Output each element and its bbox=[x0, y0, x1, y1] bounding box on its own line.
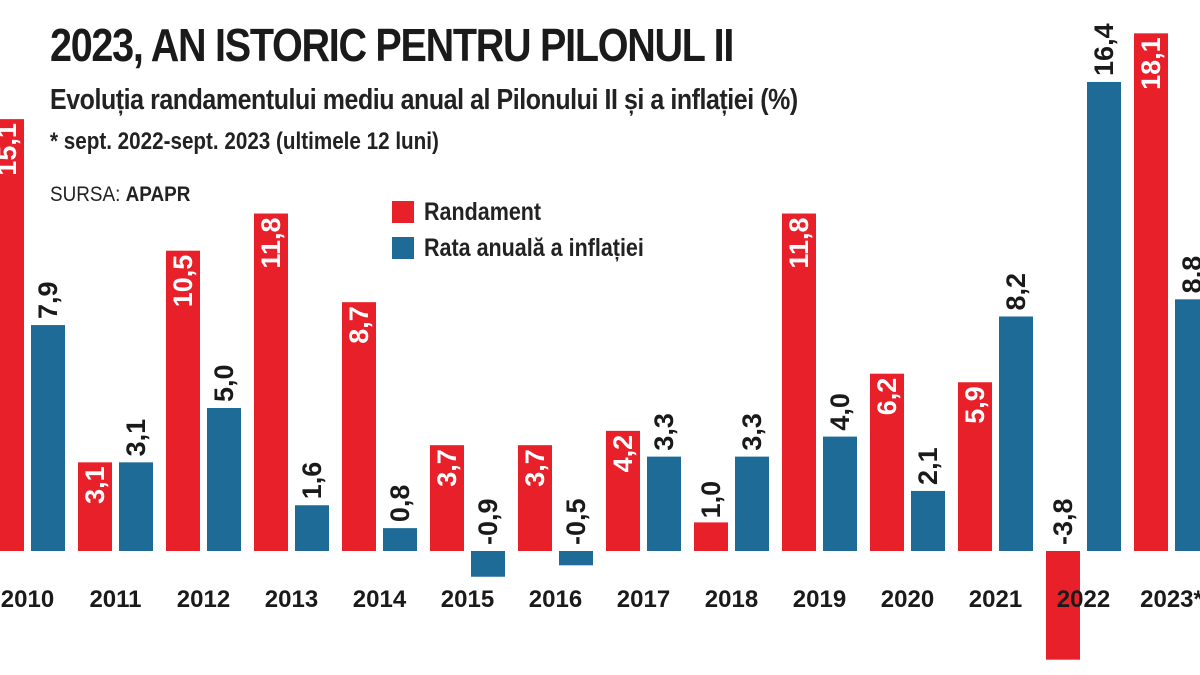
x-tick-label-2020: 2020 bbox=[881, 586, 934, 613]
bar-inflatie-2020 bbox=[911, 490, 945, 551]
data-label-inflatie-2020: 2,1 bbox=[913, 447, 943, 485]
legend: Randament Rata anuală a inflației bbox=[392, 194, 680, 266]
x-tick-label-2017: 2017 bbox=[617, 586, 670, 613]
legend-label-randament: Randament bbox=[424, 197, 542, 226]
data-label-randament-2020: 6,2 bbox=[872, 378, 902, 416]
data-label-randament-2018: 1,0 bbox=[696, 481, 726, 519]
data-label-inflatie-2011: 3,1 bbox=[121, 419, 151, 457]
bar-inflatie-2010 bbox=[31, 325, 65, 551]
bar-inflatie-2015 bbox=[471, 551, 505, 577]
bar-inflatie-2021 bbox=[999, 316, 1033, 551]
x-tick-label-2023: 2023* bbox=[1140, 586, 1200, 613]
data-label-inflatie-2015: -0,9 bbox=[473, 498, 503, 545]
bar-inflatie-2011 bbox=[119, 462, 153, 551]
bar-inflatie-2018 bbox=[735, 456, 769, 551]
data-label-randament-2023: 18,1 bbox=[1136, 37, 1166, 90]
bar-inflatie-2013 bbox=[295, 505, 329, 551]
x-tick-label-2015: 2015 bbox=[441, 586, 494, 613]
x-tick-label-2022: 2022 bbox=[1057, 586, 1110, 613]
data-label-randament-2016: 3,7 bbox=[520, 449, 550, 487]
bar-randament-2022 bbox=[1046, 551, 1080, 660]
bar-randament-2021 bbox=[958, 382, 992, 551]
x-tick-label-2018: 2018 bbox=[705, 586, 758, 613]
bar-randament-2023 bbox=[1134, 33, 1168, 551]
bar-randament-2015 bbox=[430, 445, 464, 551]
bar-randament-2016 bbox=[518, 445, 552, 551]
data-label-inflatie-2012: 5,0 bbox=[209, 364, 239, 402]
x-tick-label-2011: 2011 bbox=[89, 586, 141, 613]
bar-randament-2017 bbox=[606, 430, 640, 551]
data-label-inflatie-2023: 8,8 bbox=[1177, 256, 1200, 294]
source-line: SURSA: APAPR bbox=[50, 183, 190, 207]
data-label-randament-2013: 11,8 bbox=[256, 218, 286, 269]
x-tick-label-2014: 2014 bbox=[353, 586, 407, 613]
source-value: APAPR bbox=[125, 183, 191, 206]
bar-randament-2020 bbox=[870, 373, 904, 551]
x-tick-label-2019: 2019 bbox=[793, 586, 846, 613]
data-label-inflatie-2019: 4,0 bbox=[825, 393, 855, 431]
bar-inflatie-2016 bbox=[559, 551, 593, 566]
data-label-inflatie-2010: 7,9 bbox=[33, 282, 63, 320]
chart-subtitle: Evoluția randamentului mediu anual al Pi… bbox=[50, 84, 798, 116]
chart-note: * sept. 2022-sept. 2023 (ultimele 12 lun… bbox=[50, 128, 439, 155]
data-label-inflatie-2014: 0,8 bbox=[385, 485, 415, 523]
data-label-randament-2012: 10,5 bbox=[168, 255, 198, 308]
bar-randament-2011 bbox=[78, 462, 112, 551]
bar-inflatie-2012 bbox=[207, 408, 241, 551]
x-tick-label-2013: 2013 bbox=[265, 586, 318, 613]
bar-randament-2014 bbox=[342, 302, 376, 551]
data-label-randament-2019: 11,8 bbox=[784, 218, 814, 269]
bar-inflatie-2014 bbox=[383, 528, 417, 551]
data-label-inflatie-2018: 3,3 bbox=[737, 413, 767, 451]
data-label-randament-2015: 3,7 bbox=[432, 449, 462, 487]
data-label-randament-2021: 5,9 bbox=[960, 386, 990, 424]
x-tick-label-2012: 2012 bbox=[177, 586, 230, 613]
legend-label-inflatie: Rata anuală a inflației bbox=[424, 233, 644, 262]
data-label-randament-2014: 8,7 bbox=[344, 306, 374, 344]
bar-inflatie-2022 bbox=[1087, 81, 1121, 552]
bar-randament-2019 bbox=[782, 213, 816, 551]
bar-randament-2010 bbox=[0, 119, 24, 551]
source-label: SURSA: bbox=[50, 183, 121, 206]
chart-title: 2023, AN ISTORIC PENTRU PILONUL II bbox=[50, 19, 734, 71]
bar-randament-2012 bbox=[166, 250, 200, 551]
data-label-inflatie-2013: 1,6 bbox=[297, 462, 327, 500]
data-label-inflatie-2022: 16,4 bbox=[1089, 23, 1119, 76]
bar-randament-2018 bbox=[694, 522, 728, 551]
legend-swatch-inflatie bbox=[392, 237, 414, 259]
x-tick-label-2016: 2016 bbox=[529, 586, 582, 613]
legend-item-randament: Randament bbox=[392, 194, 680, 230]
x-tick-label-2021: 2021 bbox=[969, 586, 1022, 613]
legend-swatch-randament bbox=[392, 201, 414, 223]
legend-item-inflatie: Rata anuală a inflației bbox=[392, 230, 680, 266]
data-label-randament-2017: 4,2 bbox=[608, 435, 638, 473]
bar-randament-2013 bbox=[254, 213, 288, 551]
bar-inflatie-2017 bbox=[647, 456, 681, 551]
data-label-randament-2011: 3,1 bbox=[80, 466, 110, 504]
x-tick-label-2010: 2010 bbox=[1, 586, 54, 613]
bar-inflatie-2019 bbox=[823, 436, 857, 551]
data-label-inflatie-2017: 3,3 bbox=[649, 413, 679, 451]
data-label-inflatie-2021: 8,2 bbox=[1001, 273, 1031, 311]
data-label-randament-2022: -3,8 bbox=[1048, 498, 1078, 545]
data-label-inflatie-2016: -0,5 bbox=[561, 498, 591, 545]
data-label-randament-2010: 15,1 bbox=[0, 123, 22, 176]
bar-inflatie-2023 bbox=[1175, 299, 1200, 551]
